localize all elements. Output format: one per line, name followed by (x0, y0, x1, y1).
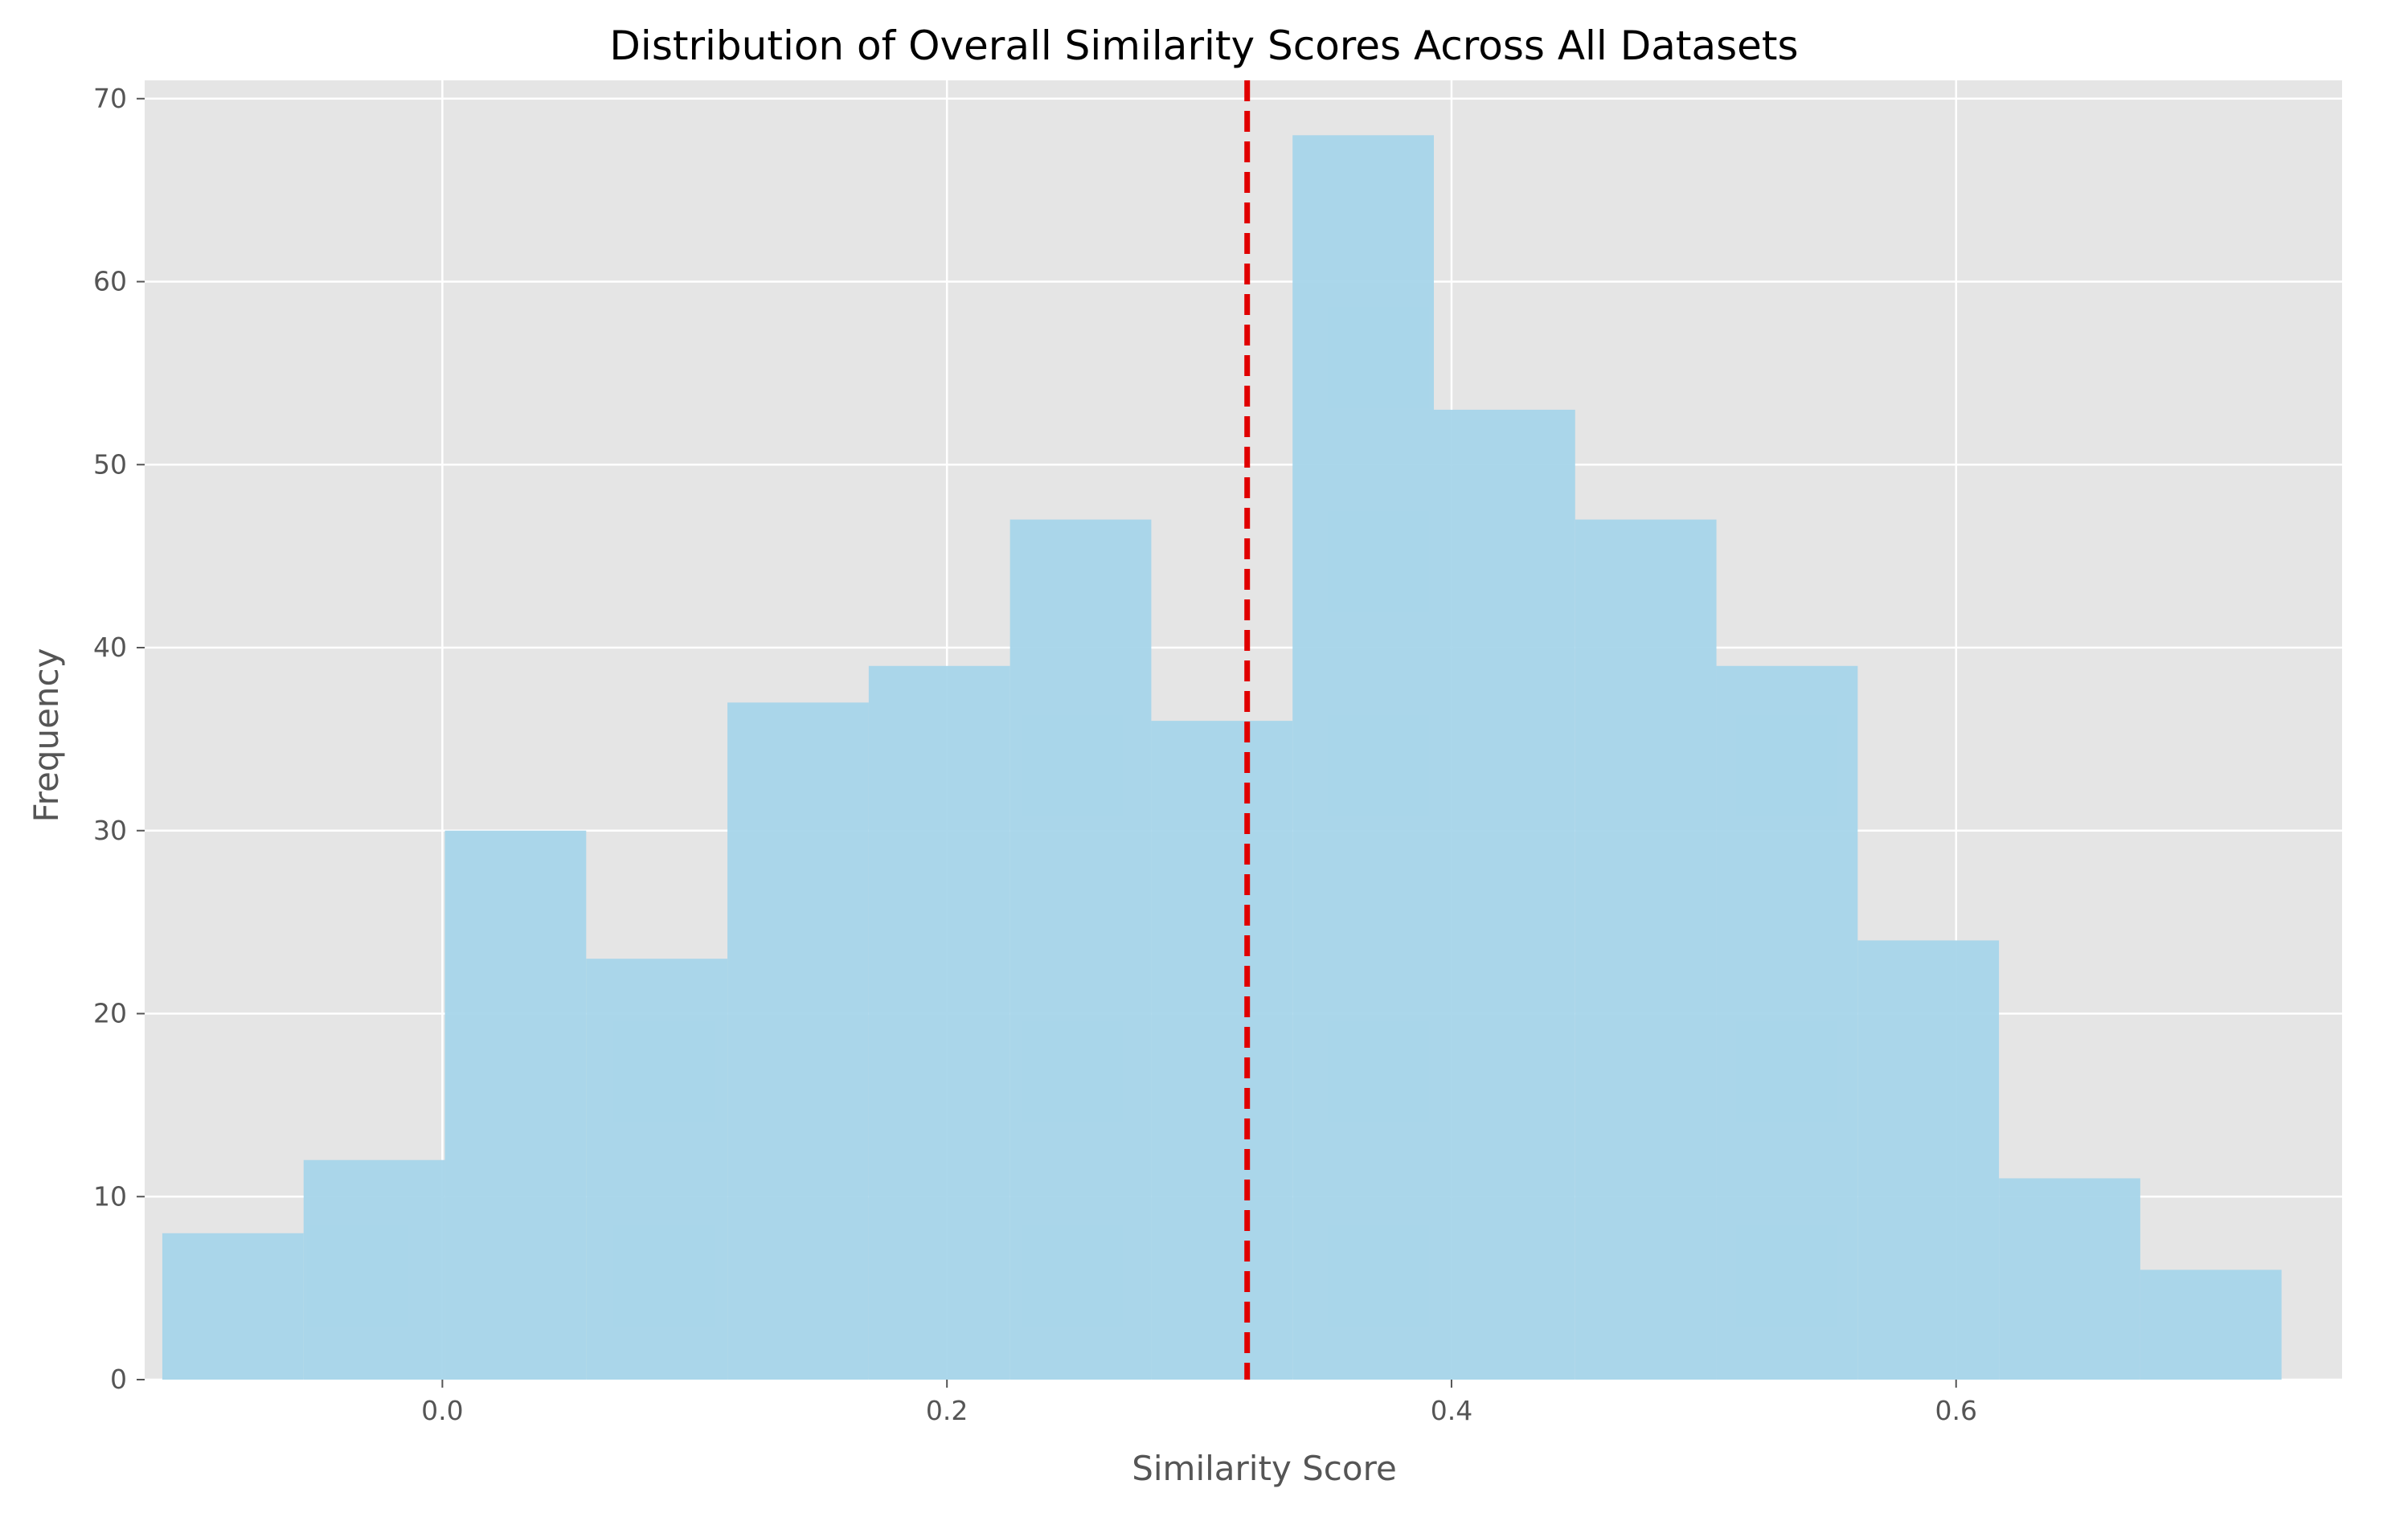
histogram-bar (1151, 721, 1293, 1380)
y-tick-label: 0 (110, 1364, 127, 1395)
histogram-bar (162, 1233, 304, 1380)
histogram-bar (1575, 519, 1717, 1380)
histogram-bar (444, 830, 587, 1380)
y-tick-label: 40 (93, 632, 127, 663)
histogram-bar (1999, 1178, 2140, 1380)
x-axis-label: Similarity Score (1132, 1449, 1397, 1488)
axis-ticks: 0.0 0.2 0.4 0.6 0 10 20 30 40 50 60 70 (93, 83, 1977, 1426)
histogram-bar (1433, 409, 1575, 1380)
histogram-bar (1857, 940, 2000, 1380)
histogram-bar (1716, 665, 1858, 1380)
x-tick-label: 0.0 (421, 1395, 463, 1426)
histogram-bar (727, 702, 869, 1380)
histogram-bar (586, 959, 728, 1380)
y-tick-label: 50 (93, 448, 127, 480)
y-tick-label: 10 (93, 1180, 127, 1212)
chart-title: Distribution of Overall Similarity Score… (609, 22, 1798, 69)
y-tick-label: 30 (93, 815, 127, 846)
y-tick-label: 60 (93, 266, 127, 297)
histogram-bars (162, 135, 2282, 1380)
x-tick-label: 0.2 (926, 1395, 968, 1426)
histogram-bar (303, 1159, 445, 1380)
x-tick-label: 0.6 (1935, 1395, 1977, 1426)
y-tick-label: 20 (93, 998, 127, 1029)
y-axis-label: Frequency (27, 648, 66, 823)
y-tick-label: 70 (93, 83, 127, 114)
x-tick-label: 0.4 (1431, 1395, 1472, 1426)
histogram-bar (868, 665, 1010, 1380)
histogram-bar (2140, 1270, 2282, 1380)
histogram-bar (1009, 519, 1152, 1380)
histogram-bar (1292, 135, 1434, 1380)
